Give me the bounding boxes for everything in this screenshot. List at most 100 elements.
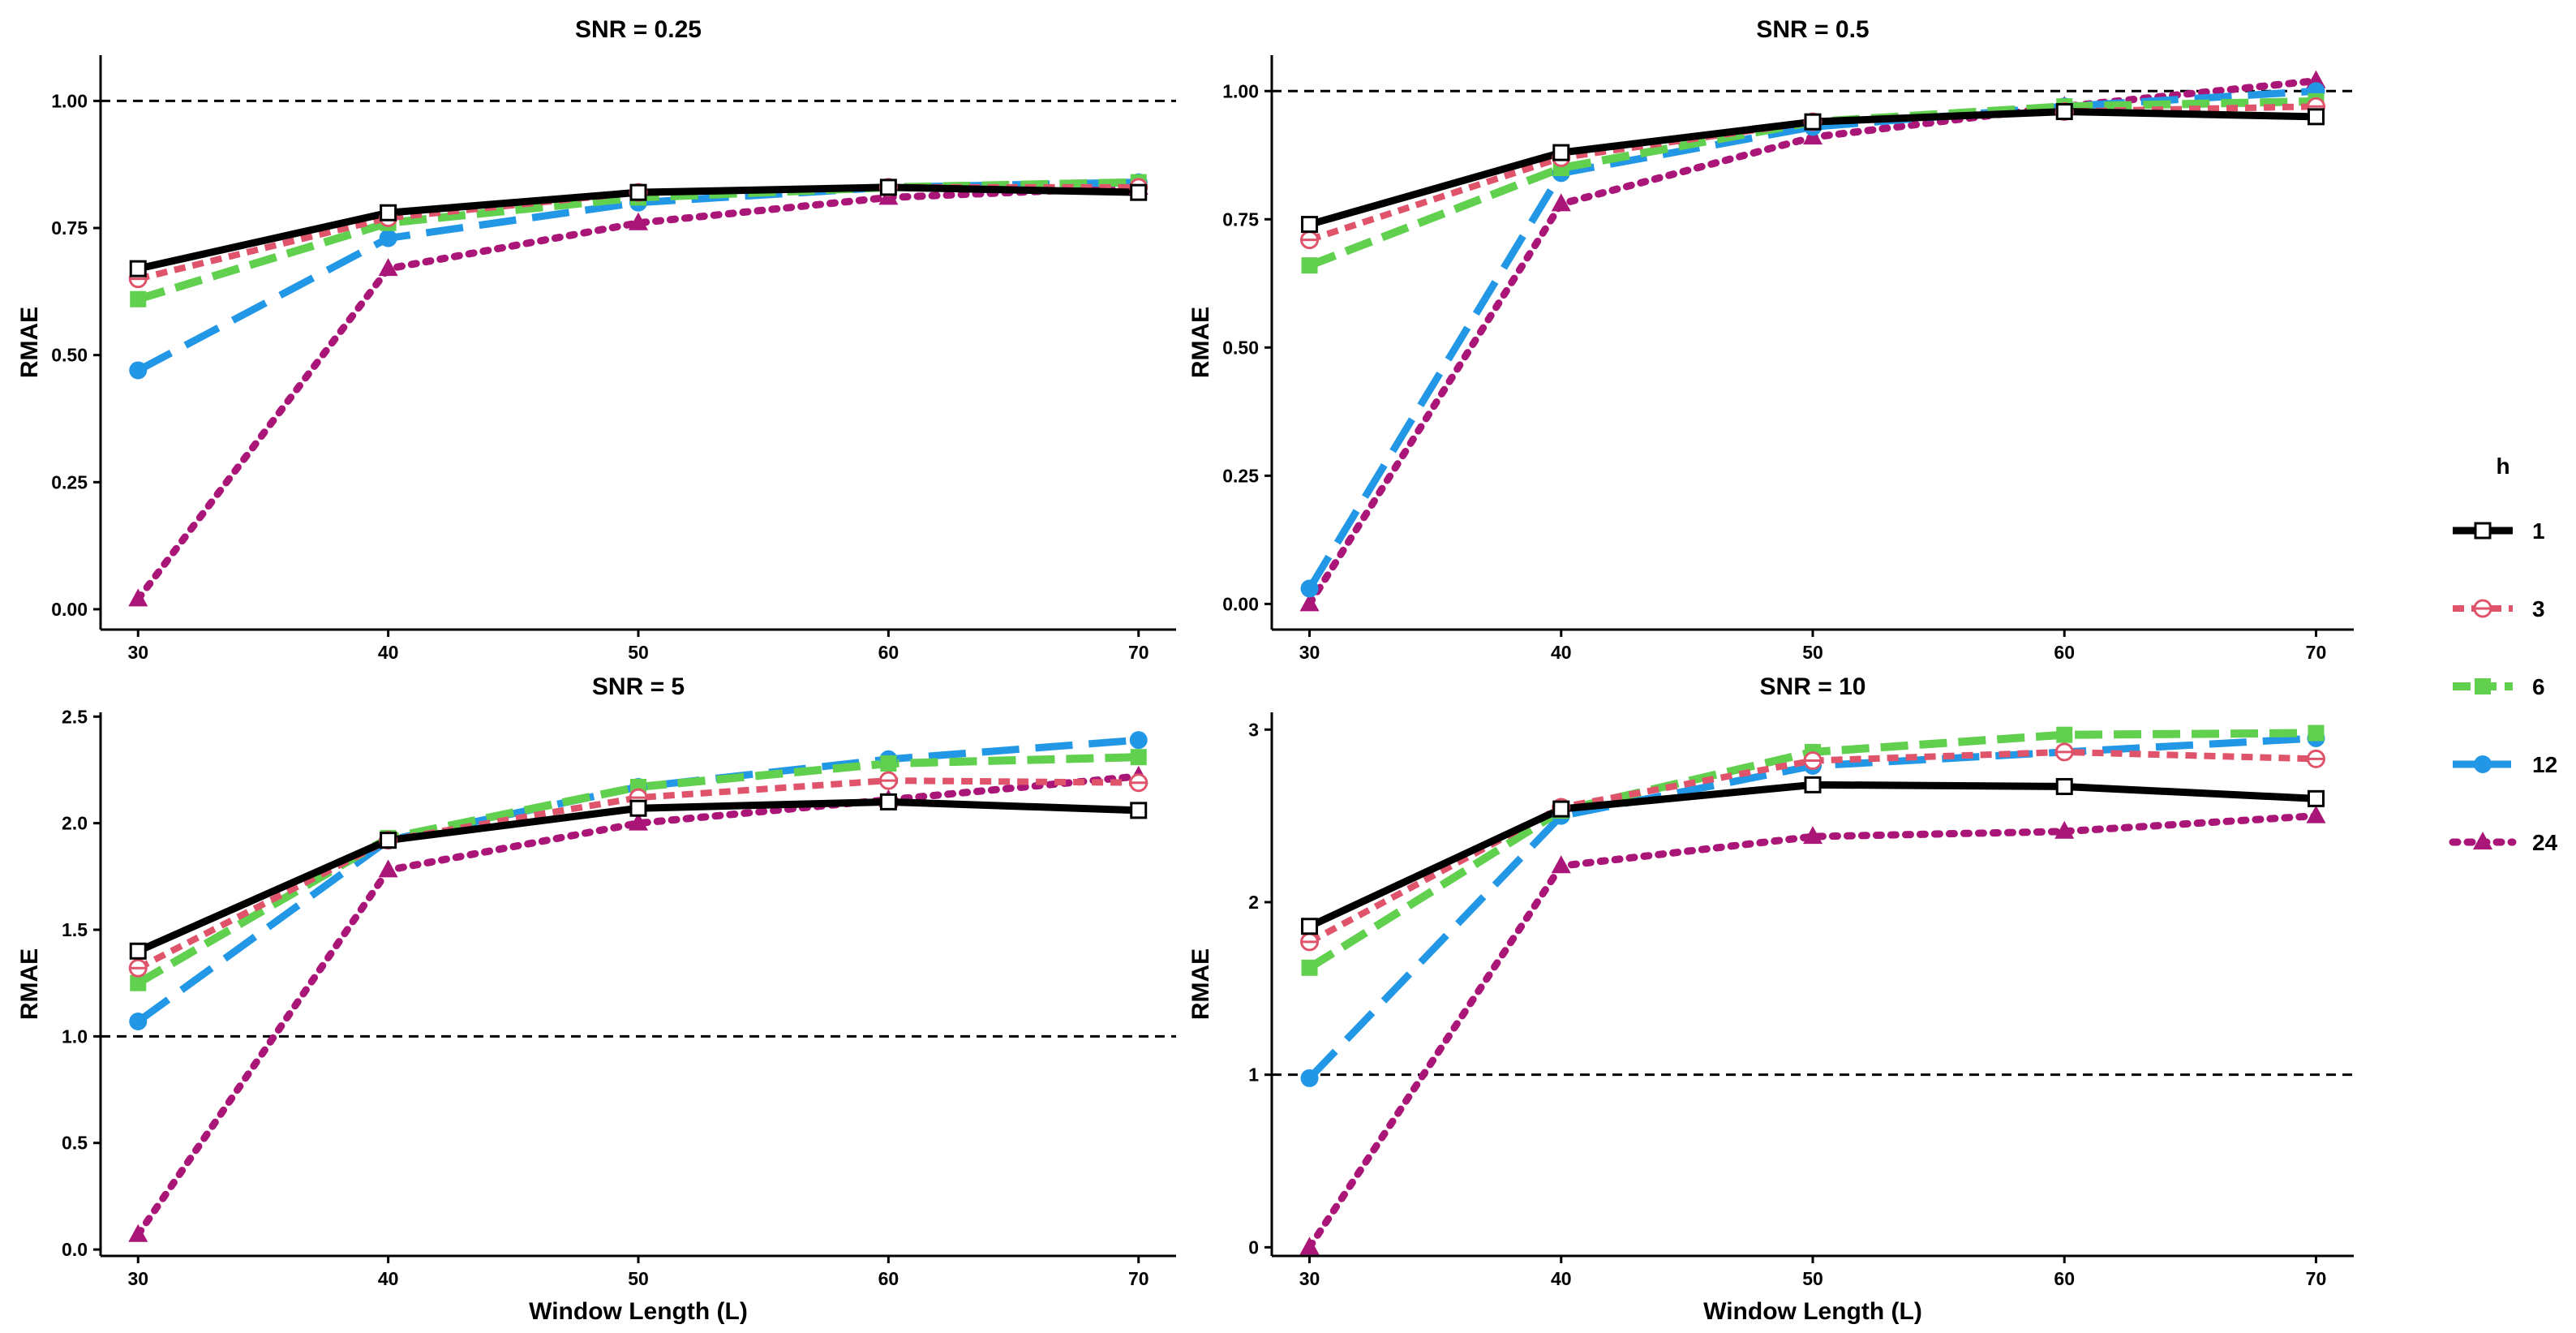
point-h24-marker	[2306, 805, 2326, 823]
legend-item-h1: 1	[2453, 518, 2545, 544]
point-h1-marker	[1130, 802, 1148, 819]
point-h24-marker	[2054, 820, 2075, 839]
legend-item-h6: 6	[2453, 674, 2545, 699]
legend-item-h24: 24	[2449, 830, 2558, 855]
point-h6-marker	[130, 974, 147, 991]
legend-label: 3	[2532, 596, 2545, 621]
point-h6-marker	[880, 755, 897, 772]
y-tick-label: 2.0	[62, 813, 88, 834]
point-h24-marker	[1299, 593, 1320, 612]
point-h1-marker	[879, 793, 897, 811]
x-tick-label: 50	[1802, 642, 1823, 663]
point-h24-marker	[378, 258, 398, 277]
y-tick-label: 2	[1248, 892, 1259, 913]
point-h6-marker	[2308, 725, 2325, 742]
y-tick-label: 1.00	[1222, 80, 1259, 101]
legend-label: 24	[2532, 830, 2558, 855]
point-h1-marker	[1552, 144, 1570, 161]
x-tick-label: 30	[127, 642, 148, 663]
panel-title: SNR = 5	[592, 673, 685, 700]
point-h12-marker	[129, 1012, 148, 1030]
point-h24-marker	[629, 212, 648, 230]
y-tick-label: 0.0	[62, 1239, 88, 1260]
x-tick-label: 40	[378, 1268, 399, 1289]
legend-title: h	[2496, 454, 2509, 479]
point-h12-marker	[129, 361, 148, 380]
point-h24-marker	[1551, 193, 1571, 212]
legend-item-h12: 12	[2453, 752, 2557, 777]
legend-key-marker	[2475, 678, 2491, 694]
point-h1-marker	[2055, 777, 2073, 795]
point-h24-marker	[128, 1223, 148, 1242]
panel-1: SNR = 0.25 30 40 50 60 70 0.00 0.25 0.50 0.75 1.00…	[16, 16, 1176, 663]
point-h12-marker	[379, 229, 397, 247]
point-h1-marker	[1301, 216, 1319, 234]
panel-2: SNR = 0.5 30 40 50 60 70 0.00 0.25 0.50 0.75 1.00 R…	[1187, 16, 2354, 663]
legend: h 1 3 6 12 24	[2449, 454, 2558, 855]
series-line-h6	[135, 753, 1139, 987]
y-tick-label: 0.50	[1222, 337, 1259, 358]
y-tick-label: 1	[1248, 1064, 1259, 1086]
y-axis-label: RMAE	[16, 307, 43, 378]
point-h1-marker	[1804, 776, 1822, 793]
x-tick-label: 60	[878, 1268, 899, 1289]
y-tick-label: 0.75	[51, 217, 88, 239]
y-tick-label: 0.50	[51, 345, 88, 366]
y-tick-label: 2.5	[62, 706, 88, 727]
x-tick-label: 40	[1551, 642, 1572, 663]
point-h12-marker	[1129, 731, 1148, 750]
y-tick-label: 0.75	[1222, 209, 1259, 230]
point-h6-marker	[1301, 257, 1318, 274]
y-tick-label: 3	[1248, 719, 1259, 740]
panel-title: SNR = 0.5	[1756, 16, 1869, 43]
point-h1-marker	[879, 178, 897, 196]
series-line-h3	[1308, 103, 2316, 243]
point-h1-marker	[1130, 183, 1148, 201]
y-tick-label: 1.00	[51, 90, 88, 111]
series-line-h24	[134, 183, 1143, 603]
legend-key-marker	[2474, 755, 2492, 773]
y-tick-label: 0.00	[1222, 593, 1259, 614]
x-tick-label: 60	[2054, 1268, 2075, 1289]
x-tick-label: 70	[1128, 1268, 1149, 1289]
x-tick-label: 50	[628, 1268, 649, 1289]
y-tick-label: 1.5	[62, 919, 88, 940]
panel-4: SNR = 10 30 40 50 60 70 0 1 2 3 RMAE Window Length …	[1187, 673, 2354, 1325]
point-h24-marker	[378, 859, 398, 878]
x-axis-label: Window Length (L)	[1703, 1298, 1922, 1325]
y-axis-label: RMAE	[1187, 307, 1214, 378]
point-h1-marker	[2055, 103, 2073, 121]
point-h24-marker	[1551, 855, 1571, 874]
point-h1-marker	[2307, 108, 2325, 126]
x-tick-label: 50	[628, 642, 649, 663]
point-h12-marker	[1300, 1069, 1319, 1087]
panel-title: SNR = 10	[1760, 673, 1866, 700]
series-line-h1	[1307, 780, 2316, 930]
x-tick-label: 30	[1299, 1268, 1320, 1289]
y-axis-label: RMAE	[16, 948, 43, 1020]
point-h24-marker	[128, 588, 148, 607]
legend-key-marker	[2473, 832, 2492, 849]
legend-item-h3: 3	[2453, 596, 2545, 621]
x-tick-label: 70	[1128, 642, 1149, 663]
x-tick-label: 30	[127, 1268, 148, 1289]
legend-key-marker	[2474, 522, 2492, 540]
x-tick-label: 70	[2306, 1268, 2327, 1289]
series-line-h24	[134, 772, 1143, 1239]
point-h6-marker	[1301, 959, 1318, 976]
point-h1-marker	[1552, 800, 1570, 818]
point-h1-marker	[629, 799, 647, 817]
point-h6-marker	[1130, 749, 1147, 766]
y-tick-label: 0.00	[51, 599, 88, 620]
point-h1-marker	[629, 183, 647, 201]
y-tick-label: 1.0	[62, 1026, 88, 1047]
series-line-h24	[1306, 812, 2320, 1251]
point-h1-marker	[380, 832, 397, 849]
panel-3: SNR = 5 30 40 50 60 70 0.0 0.5 1.0 1.5 2.0 2.5 RMAE W…	[16, 673, 1176, 1325]
x-tick-label: 50	[1802, 1268, 1823, 1289]
point-h6-marker	[2056, 726, 2073, 743]
x-tick-label: 40	[378, 642, 399, 663]
point-h24-marker	[1803, 826, 1823, 845]
legend-label: 6	[2532, 674, 2545, 699]
